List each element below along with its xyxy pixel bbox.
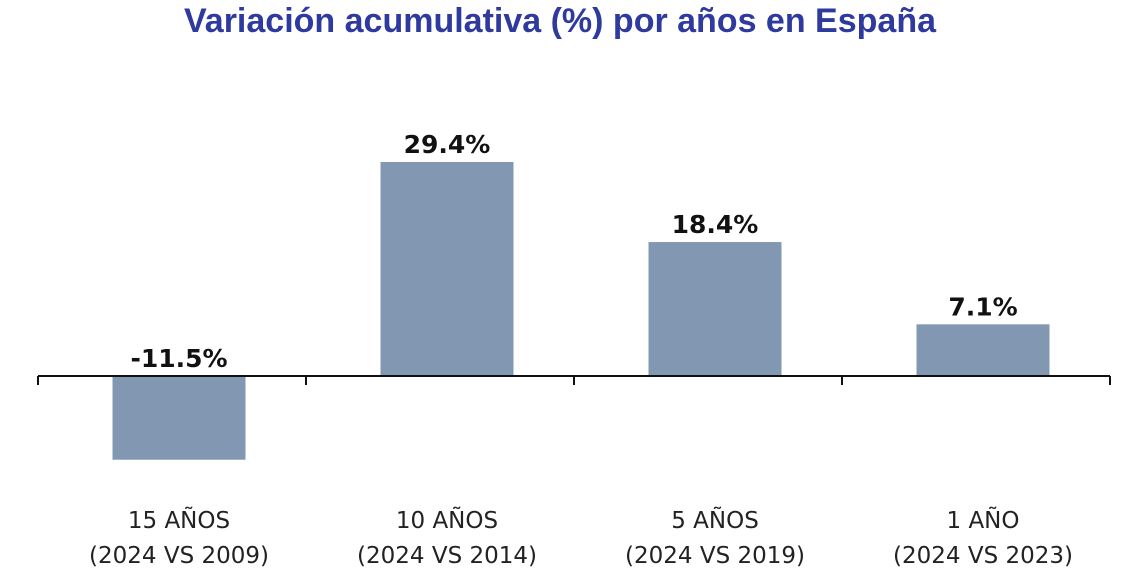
data-label: 18.4% [672,210,759,239]
category-label: (2024 VS 2009) [89,543,269,569]
category-label: (2024 VS 2019) [625,543,805,569]
category-label: 10 AÑOS [396,506,498,534]
data-label: 7.1% [948,292,1017,321]
category-label: 1 AÑO [947,506,1020,534]
category-label: (2024 VS 2023) [893,543,1073,569]
bar [112,376,246,460]
bar [916,324,1050,376]
data-label: -11.5% [130,344,227,373]
chart-title: Variación acumulativa (%) por años en Es… [183,2,937,40]
category-label: 15 AÑOS [128,506,230,534]
bar [648,242,782,376]
category-label: 5 AÑOS [671,506,759,534]
category-label: (2024 VS 2014) [357,543,537,569]
bar [380,161,514,376]
data-label: 29.4% [404,130,491,159]
